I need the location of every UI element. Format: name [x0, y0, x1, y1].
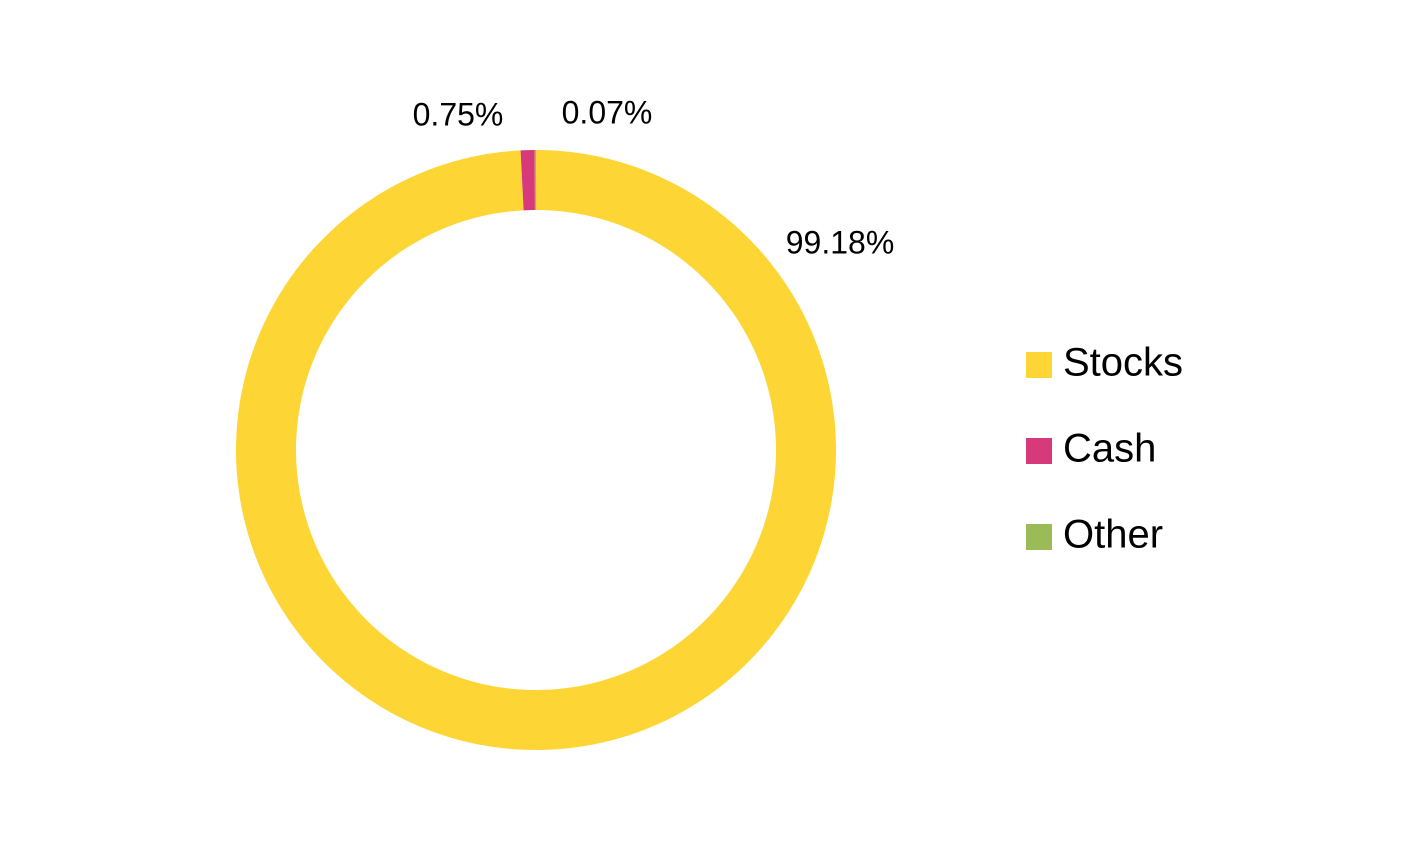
legend-swatch — [1026, 438, 1052, 464]
value-label: 0.75% — [413, 96, 504, 132]
donut-slice — [236, 150, 837, 750]
legend-label: Stocks — [1063, 341, 1183, 385]
legend-label: Other — [1063, 513, 1163, 557]
donut-slice — [520, 150, 535, 211]
legend-swatch — [1026, 352, 1052, 378]
value-label: 0.07% — [562, 94, 653, 130]
legend-label: Cash — [1063, 427, 1156, 471]
donut-slice — [534, 150, 536, 211]
legend-swatch — [1026, 524, 1052, 550]
value-label: 99.18% — [786, 224, 895, 260]
